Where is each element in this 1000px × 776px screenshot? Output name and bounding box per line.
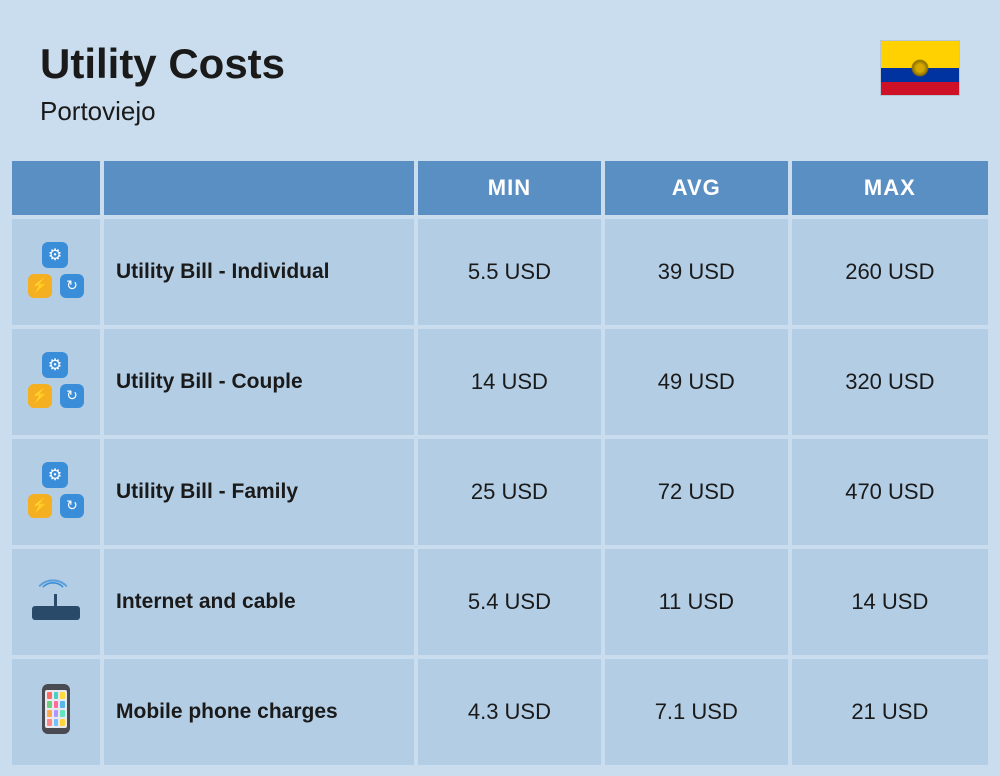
- utility-icon: [28, 352, 84, 408]
- row-avg: 39 USD: [605, 219, 788, 325]
- water-icon: [60, 384, 84, 408]
- utility-icon: [28, 242, 84, 298]
- phone-icon: [28, 682, 84, 738]
- plug-icon: [28, 274, 52, 298]
- row-min: 25 USD: [418, 439, 601, 545]
- plug-icon: [28, 384, 52, 408]
- row-icon-cell: [12, 329, 100, 435]
- row-avg: 11 USD: [605, 549, 788, 655]
- header: Utility Costs Portoviejo: [0, 0, 1000, 157]
- row-max: 260 USD: [792, 219, 988, 325]
- row-icon-cell: [12, 439, 100, 545]
- row-label: Utility Bill - Family: [104, 439, 414, 545]
- row-label: Utility Bill - Couple: [104, 329, 414, 435]
- flag-emblem-icon: [911, 59, 929, 77]
- row-label: Internet and cable: [104, 549, 414, 655]
- row-icon-cell: [12, 219, 100, 325]
- table-row: Utility Bill - Family 25 USD 72 USD 470 …: [12, 439, 988, 545]
- page-subtitle: Portoviejo: [40, 96, 285, 127]
- wifi-arc-icon: [42, 576, 64, 608]
- row-min: 5.4 USD: [418, 549, 601, 655]
- header-text: Utility Costs Portoviejo: [40, 40, 285, 127]
- page: Utility Costs Portoviejo MIN AVG MAX: [0, 0, 1000, 776]
- table-header-row: MIN AVG MAX: [12, 161, 988, 215]
- row-label: Utility Bill - Individual: [104, 219, 414, 325]
- row-max: 470 USD: [792, 439, 988, 545]
- row-min: 5.5 USD: [418, 219, 601, 325]
- water-icon: [60, 274, 84, 298]
- row-max: 21 USD: [792, 659, 988, 765]
- water-icon: [60, 494, 84, 518]
- page-title: Utility Costs: [40, 40, 285, 88]
- antenna-icon: [54, 594, 57, 606]
- router-icon: [28, 572, 84, 628]
- flag-icon: [880, 40, 960, 96]
- gear-icon: [42, 352, 68, 378]
- table-row: Internet and cable 5.4 USD 11 USD 14 USD: [12, 549, 988, 655]
- row-min: 4.3 USD: [418, 659, 601, 765]
- gear-icon: [42, 462, 68, 488]
- col-min: MIN: [418, 161, 601, 215]
- col-max: MAX: [792, 161, 988, 215]
- row-avg: 49 USD: [605, 329, 788, 435]
- row-avg: 72 USD: [605, 439, 788, 545]
- table-row: Utility Bill - Couple 14 USD 49 USD 320 …: [12, 329, 988, 435]
- table-row: Mobile phone charges 4.3 USD 7.1 USD 21 …: [12, 659, 988, 765]
- row-min: 14 USD: [418, 329, 601, 435]
- col-blank-icon: [12, 161, 100, 215]
- row-avg: 7.1 USD: [605, 659, 788, 765]
- col-blank-label: [104, 161, 414, 215]
- row-icon-cell: [12, 549, 100, 655]
- plug-icon: [28, 494, 52, 518]
- table-row: Utility Bill - Individual 5.5 USD 39 USD…: [12, 219, 988, 325]
- cost-table: MIN AVG MAX Utility Bill - Individual 5.…: [0, 157, 1000, 769]
- row-max: 320 USD: [792, 329, 988, 435]
- utility-icon: [28, 462, 84, 518]
- gear-icon: [42, 242, 68, 268]
- row-icon-cell: [12, 659, 100, 765]
- row-label: Mobile phone charges: [104, 659, 414, 765]
- col-avg: AVG: [605, 161, 788, 215]
- phone-body-icon: [42, 684, 70, 734]
- phone-screen-icon: [45, 690, 67, 728]
- flag-stripe-red: [881, 82, 959, 96]
- row-max: 14 USD: [792, 549, 988, 655]
- router-body-icon: [32, 606, 80, 620]
